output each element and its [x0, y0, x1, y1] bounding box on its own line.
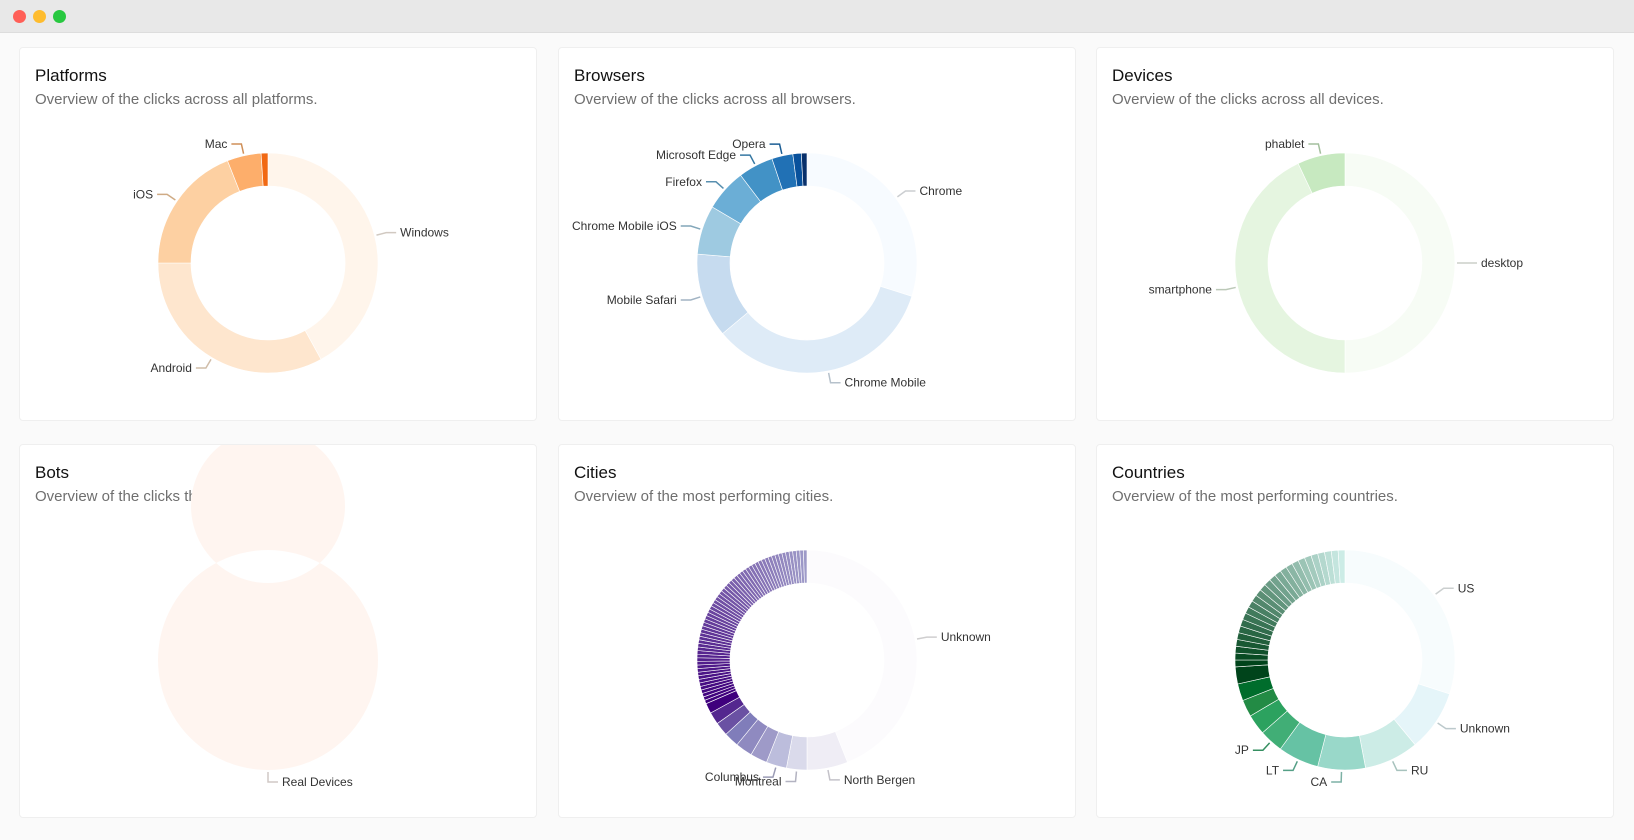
- chrome-label: Chrome: [919, 184, 962, 198]
- mobile-safari-leader-line: [680, 296, 701, 301]
- montreal-leader-line: [785, 771, 798, 783]
- maximize-window-button[interactable]: [53, 10, 66, 23]
- unknown-leader-line: [916, 636, 937, 640]
- ios-slice[interactable]: [157, 160, 241, 264]
- ca-label: CA: [1310, 775, 1327, 789]
- columbus-label: Columbus: [705, 770, 759, 784]
- real-devices-leader-line: [267, 772, 278, 783]
- card-title: Countries: [1112, 463, 1185, 482]
- opera-label: Opera: [732, 137, 766, 151]
- unknown-label: Unknown: [941, 630, 991, 644]
- chrome-leader-line: [896, 190, 916, 198]
- bots-donut-chart: Real Devices: [157, 445, 378, 789]
- chrome-mobile-slice[interactable]: [722, 285, 913, 374]
- platforms-donut-chart: Windows Android iOS Mac: [133, 137, 449, 375]
- mobile-safari-label: Mobile Safari: [607, 293, 677, 307]
- jp-label: JP: [1235, 743, 1249, 757]
- phablet-leader-line: [1308, 143, 1322, 154]
- card-subtitle: Overview of the clicks across all device…: [1112, 91, 1384, 108]
- browsers-donut-chart: Chrome Chrome Mobile Mobile Safari Chrome M…: [572, 137, 962, 390]
- ru-label: RU: [1411, 763, 1428, 777]
- countries-donut-chart: US Unknown RU CA LT JP: [1234, 549, 1510, 789]
- us-slice[interactable]: [1344, 549, 1456, 695]
- real-devices-slice[interactable]: [157, 445, 378, 770]
- columbus-leader-line: [762, 767, 777, 778]
- chrome-mobile-label: Chrome Mobile: [845, 376, 927, 390]
- windows-leader-line: [376, 231, 397, 236]
- chrome-mobile-ios-label: Chrome Mobile iOS: [572, 219, 677, 233]
- slice-69-slice[interactable]: [803, 549, 808, 584]
- bots-card: Bots Overview of the clicks that derived…: [19, 444, 537, 818]
- microsoft-edge-leader-line: [740, 154, 756, 165]
- slice-4-slice[interactable]: [260, 152, 269, 187]
- ca-leader-line: [1331, 771, 1343, 783]
- windows-slice[interactable]: [267, 152, 379, 360]
- platforms-card: Platforms Overview of the clicks across …: [19, 47, 537, 421]
- minimize-window-button[interactable]: [33, 10, 46, 23]
- mac-leader-line: [231, 143, 245, 154]
- opera-leader-line: [769, 143, 783, 155]
- unknown-leader-line: [1437, 722, 1456, 730]
- ios-label: iOS: [133, 187, 153, 201]
- slice-35-slice[interactable]: [1337, 549, 1346, 584]
- cities-card: Cities Overview of the most performing c…: [558, 444, 1076, 818]
- close-window-button[interactable]: [13, 10, 26, 23]
- lt-label: LT: [1266, 763, 1280, 777]
- microsoft-edge-label: Microsoft Edge: [656, 148, 736, 162]
- montreal-label: Montreal: [735, 774, 782, 788]
- ru-leader-line: [1392, 761, 1407, 772]
- real-devices-label: Real Devices: [282, 775, 353, 789]
- smartphone-leader-line: [1215, 286, 1236, 291]
- countries-card: Countries Overview of the most performin…: [1096, 444, 1614, 818]
- card-title: Devices: [1112, 66, 1173, 85]
- desktop-label: desktop: [1481, 256, 1523, 270]
- smartphone-slice[interactable]: [1234, 163, 1346, 374]
- browsers-card: Browsers Overview of the clicks across a…: [558, 47, 1076, 421]
- ca-slice[interactable]: [1317, 734, 1366, 771]
- ios-leader-line: [157, 193, 176, 201]
- chrome-mobile-ios-leader-line: [680, 225, 701, 230]
- card-title: Platforms: [35, 66, 107, 85]
- card-subtitle: Overview of the clicks across all platfo…: [35, 91, 318, 108]
- jp-leader-line: [1252, 742, 1271, 751]
- card-subtitle: Overview of the most performing cities.: [574, 488, 834, 505]
- north-bergen-leader-line: [827, 769, 840, 781]
- phablet-slice[interactable]: [1297, 152, 1346, 194]
- chrome-mobile-leader-line: [827, 372, 841, 384]
- window-titlebar: [0, 0, 1634, 33]
- firefox-label: Firefox: [665, 175, 702, 189]
- north-bergen-label: North Bergen: [844, 773, 915, 787]
- us-leader-line: [1435, 587, 1454, 595]
- mac-label: Mac: [205, 137, 228, 151]
- windows-label: Windows: [400, 226, 449, 240]
- slice-8-slice[interactable]: [800, 152, 808, 187]
- android-leader-line: [195, 359, 212, 369]
- card-title: Cities: [574, 463, 617, 482]
- phablet-label: phablet: [1265, 137, 1305, 151]
- desktop-slice[interactable]: [1344, 152, 1456, 374]
- unknown-label: Unknown: [1460, 722, 1510, 736]
- android-label: Android: [151, 361, 192, 375]
- us-label: US: [1458, 581, 1475, 595]
- chrome-slice[interactable]: [806, 152, 918, 297]
- card-subtitle: Overview of the most performing countrie…: [1112, 488, 1398, 505]
- card-title: Bots: [35, 463, 70, 482]
- lt-leader-line: [1283, 761, 1298, 772]
- card-title: Browsers: [574, 66, 645, 85]
- unknown-slice[interactable]: [806, 549, 918, 763]
- firefox-leader-line: [705, 181, 724, 189]
- android-slice[interactable]: [157, 262, 322, 374]
- devices-donut-chart: desktop smartphone phablet: [1149, 137, 1523, 374]
- smartphone-label: smartphone: [1149, 283, 1213, 297]
- devices-card: Devices Overview of the clicks across al…: [1096, 47, 1614, 421]
- card-subtitle: Overview of the clicks across all browse…: [574, 91, 856, 108]
